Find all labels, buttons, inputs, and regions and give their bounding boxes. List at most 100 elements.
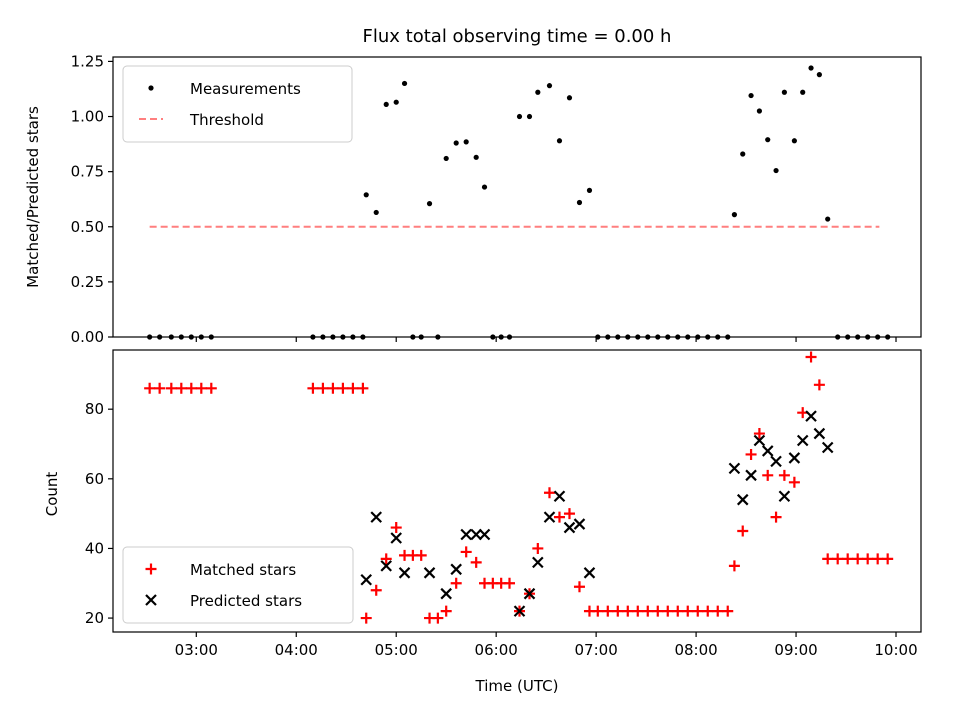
data-point (796, 434, 809, 447)
panel-2-y-tick-label: 80 (85, 400, 104, 418)
x-tick-label: 09:00 (774, 641, 817, 659)
data-point (532, 542, 544, 554)
data-point (563, 521, 576, 534)
data-point (450, 563, 462, 576)
data-point (546, 83, 553, 89)
data-point (380, 560, 392, 572)
data-point (460, 528, 472, 541)
data-point (808, 65, 814, 71)
data-point (195, 382, 207, 394)
data-point (566, 95, 573, 101)
data-point (672, 605, 684, 617)
data-point (165, 382, 177, 394)
data-point (363, 192, 369, 198)
data-point (440, 605, 452, 617)
data-point (862, 553, 874, 565)
panel-2-legend: Matched stars Predicted stars (122, 546, 354, 624)
data-point (737, 525, 749, 537)
panel-2-y-tick-label: 40 (85, 539, 104, 557)
data-point (662, 605, 674, 617)
data-point (852, 553, 864, 565)
data-point (373, 209, 379, 216)
x-tick-label: 08:00 (674, 641, 717, 659)
panel-1-y-tick-label: 0.25 (71, 273, 104, 291)
data-point (543, 487, 555, 499)
series-matched-stars (144, 351, 894, 624)
data-point (450, 577, 462, 589)
data-point (380, 553, 392, 565)
data-point (682, 605, 694, 617)
legend-label: Predicted stars (190, 592, 302, 610)
data-point (426, 201, 433, 207)
data-point (583, 567, 596, 579)
data-point (813, 379, 825, 391)
data-point (602, 605, 614, 617)
data-point (762, 469, 774, 481)
data-point (753, 428, 765, 440)
data-point (453, 140, 459, 146)
data-point (175, 382, 187, 394)
data-point (736, 493, 749, 506)
data-point (390, 522, 402, 534)
data-point (745, 448, 757, 460)
data-point (401, 80, 408, 87)
data-point (360, 574, 373, 586)
data-point (805, 410, 817, 422)
data-point (586, 187, 593, 193)
data-point (745, 469, 757, 482)
data-point (592, 605, 604, 617)
data-point (788, 452, 801, 464)
data-point (516, 113, 523, 120)
data-point (553, 490, 566, 502)
data-point (563, 508, 575, 520)
data-point (632, 605, 644, 617)
data-point (443, 155, 449, 162)
panel-2-y-tick-label: 60 (85, 470, 104, 488)
legend-box (122, 65, 353, 143)
legend-label: Threshold (189, 111, 264, 129)
data-point (154, 382, 166, 394)
panel-1-y-tick-label: 1.25 (71, 52, 104, 70)
data-point (652, 605, 664, 617)
data-point (576, 199, 583, 206)
data-point (770, 455, 782, 468)
panel-1-y-tick-label: 0.00 (71, 328, 104, 346)
panel-1-frame (112, 56, 922, 338)
data-point (144, 382, 156, 394)
panel-2-y-tick-label: 20 (85, 609, 104, 627)
data-point (748, 92, 754, 99)
data-point (383, 101, 389, 108)
legend-label: Measurements (190, 80, 301, 98)
data-point (337, 382, 349, 394)
panel-1-legend: Measurements Threshold (122, 65, 353, 143)
x-tick-label: 07:00 (575, 641, 618, 659)
data-point (393, 99, 399, 105)
data-point (781, 89, 787, 95)
x-tick-label: 06:00 (475, 641, 518, 659)
data-point (360, 612, 372, 624)
data-point (821, 441, 834, 454)
data-point (556, 138, 563, 144)
data-point (778, 490, 791, 502)
data-point (532, 556, 544, 569)
bottom-y-axis-label: Count (43, 472, 61, 517)
data-point (523, 587, 536, 600)
plot-layer: 0.00 0.25 0.50 0.75 1.00 1.25 Measurements Thre… (71, 52, 922, 659)
data-point (463, 139, 469, 145)
panel-1-y-tick-label: 0.75 (71, 163, 104, 181)
data-point (822, 553, 834, 565)
data-point (765, 137, 771, 143)
data-point (791, 138, 797, 144)
data-point (692, 605, 704, 617)
data-point (728, 560, 740, 572)
data-point (317, 382, 329, 394)
data-point (415, 549, 427, 561)
x-tick-label: 04:00 (275, 641, 318, 659)
x-tick-label: 05:00 (375, 641, 418, 659)
data-point (543, 511, 556, 523)
data-point (390, 532, 402, 544)
data-point (756, 108, 763, 114)
data-point (573, 581, 585, 593)
data-point (526, 113, 533, 120)
